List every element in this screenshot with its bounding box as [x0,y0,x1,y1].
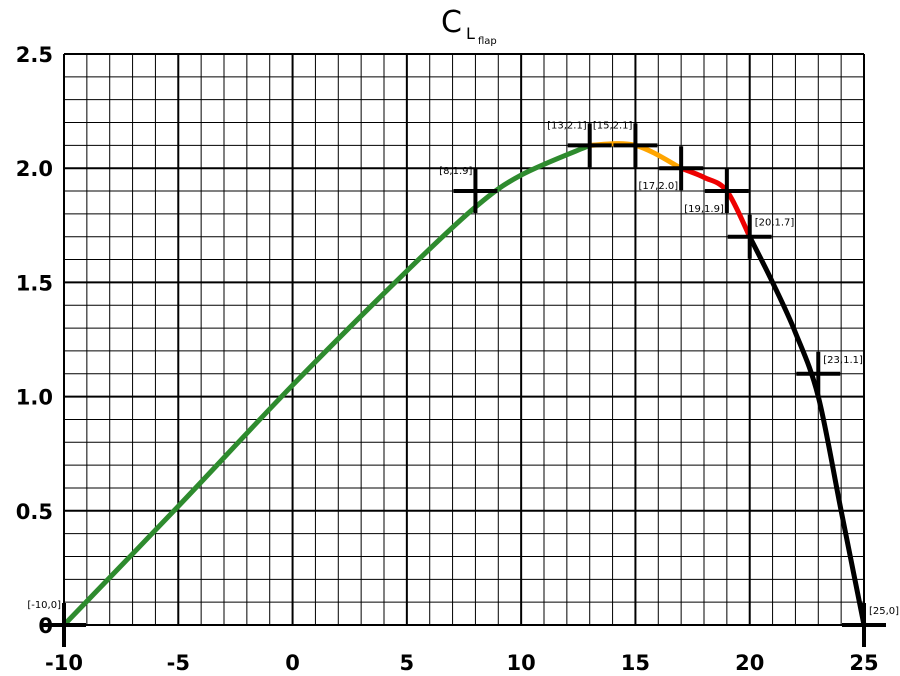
point-label: [20,1.7] [755,218,795,229]
y-tick-label: 1.0 [16,386,53,410]
point-label: [25,0] [869,606,899,617]
point-markers: [-10,0] [8,1.9] [13,2.1] [15,2.1] [17,2.0] [1… [27,120,899,647]
minor-grid [63,53,865,626]
y-tick-label: 1.5 [16,271,53,295]
chart-title-sub-subscript: flap [478,36,497,47]
y-axis-ticks: 00.51.01.52.02.5 [16,43,53,638]
x-tick-label: -10 [45,651,83,675]
x-tick-label: 20 [735,651,764,675]
series-group [61,141,867,628]
y-tick-label: 0.5 [16,500,53,524]
point-label: [17,2.0] [639,181,679,192]
point-label: [15,2.1] [593,120,633,131]
chart-title: C [441,5,462,40]
point-label: [13,2.1] [547,120,587,131]
y-tick-label: 2.0 [16,157,53,181]
x-tick-label: -5 [167,651,190,675]
x-tick-label: 5 [400,651,415,675]
point-label: [23,1.1] [823,355,863,366]
chart-title-subscript: L [466,24,475,43]
x-tick-label: 15 [621,651,650,675]
x-tick-label: 10 [507,651,536,675]
x-tick-label: 0 [285,651,300,675]
series-line-3 [678,165,753,240]
major-grid [63,53,865,626]
y-tick-label: 2.5 [16,43,53,67]
point-label: [8,1.9] [439,166,472,177]
x-tick-label: 25 [849,651,878,675]
series-line-4 [747,234,867,628]
point-label: [-10,0] [27,600,61,611]
point-label: [19,1.9] [684,204,724,215]
x-axis-ticks: -10 -5 0 5 10 15 20 25 [45,651,879,675]
series-line-1 [61,142,593,628]
